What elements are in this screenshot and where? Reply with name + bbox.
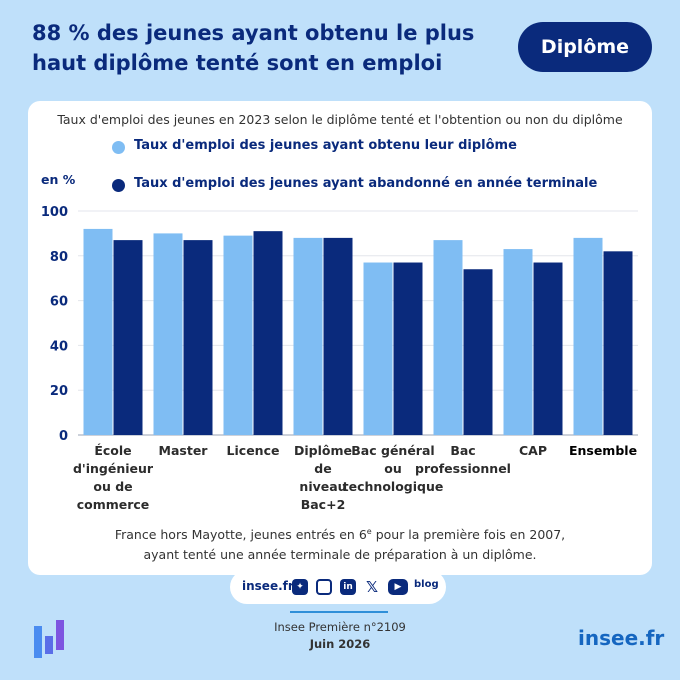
theme-tag: Diplôme xyxy=(518,22,652,72)
y-tick-label: 80 xyxy=(50,250,68,265)
social-site-link[interactable]: insee.fr xyxy=(242,579,294,593)
legend-swatch-obtained xyxy=(112,141,125,154)
bar-obtained xyxy=(293,237,323,435)
chart-title: Taux d'emploi des jeunes en 2023 selon l… xyxy=(57,112,623,127)
bar-obtained xyxy=(573,237,603,435)
chart-card: Taux d'emploi des jeunes en 2023 selon l… xyxy=(28,101,652,575)
bar-abandoned xyxy=(533,262,563,435)
legend-swatch-abandoned xyxy=(112,179,125,192)
publication-reference: Insee Première n°2109 Juin 2026 xyxy=(0,619,680,653)
bar-obtained xyxy=(363,262,393,435)
bar-abandoned xyxy=(393,262,423,435)
bar-obtained xyxy=(433,240,463,435)
instagram-icon[interactable] xyxy=(316,579,332,595)
bar-obtained xyxy=(223,235,253,435)
x-tick-label: technologique xyxy=(343,479,444,494)
insee-logo-icon xyxy=(34,620,64,658)
headline: 88 % des jeunes ayant obtenu le plus hau… xyxy=(32,21,475,75)
x-tick-label: Bac général xyxy=(351,443,434,458)
x-tick-label: niveau xyxy=(299,479,346,494)
x-tick-label: de xyxy=(314,461,331,476)
y-axis-label: en % xyxy=(41,172,76,187)
x-tick-label: École xyxy=(94,443,131,458)
x-tick-label: professionnel xyxy=(415,461,511,476)
legend-label-obtained: Taux d'emploi des jeunes ayant obtenu le… xyxy=(134,138,517,153)
x-tick-label: ou de xyxy=(93,479,132,494)
x-tick-label: CAP xyxy=(519,443,547,458)
y-tick-label: 60 xyxy=(50,295,68,310)
x-tick-label: Bac xyxy=(450,443,475,458)
blog-link[interactable]: blog xyxy=(414,579,439,590)
x-tick-label: ou xyxy=(384,461,402,476)
bar-obtained xyxy=(83,228,113,435)
note-line1: France hors Mayotte, jeunes entrés en 6e… xyxy=(114,527,566,543)
y-tick-label: 100 xyxy=(41,205,68,220)
linkedin-icon[interactable]: in xyxy=(340,579,356,595)
x-tick-label: Master xyxy=(159,443,209,458)
bar-abandoned xyxy=(183,240,213,435)
x-tick-label: d'ingénieur xyxy=(73,461,154,476)
y-tick-label: 0 xyxy=(59,429,68,444)
publication-date: Juin 2026 xyxy=(309,637,371,651)
footer-divider xyxy=(290,611,388,613)
x-tick-label: Bac+2 xyxy=(301,497,346,512)
footer-site-logo[interactable]: insee.fr xyxy=(578,626,665,650)
bar-abandoned xyxy=(113,240,143,435)
bar-obtained xyxy=(153,233,183,435)
youtube-icon[interactable]: ▶ xyxy=(388,579,408,595)
bluesky-icon[interactable]: ✦ xyxy=(292,579,308,595)
bar-chart: 0 20 40 60 80 100 École d'ingénieur ou de commerc… xyxy=(41,205,638,512)
x-tick-label: Ensemble xyxy=(569,443,637,458)
legend-label-abandoned: Taux d'emploi des jeunes ayant abandonné… xyxy=(134,176,598,191)
publication-number: Insee Première n°2109 xyxy=(274,620,406,634)
bar-abandoned xyxy=(463,269,493,435)
chart-note: France hors Mayotte, jeunes entrés en 6e… xyxy=(28,522,652,565)
bar-abandoned xyxy=(323,237,353,435)
bar-obtained xyxy=(503,249,533,435)
bar-abandoned xyxy=(253,231,283,435)
x-icon[interactable]: 𝕏 xyxy=(365,578,379,596)
x-tick-label: Licence xyxy=(227,443,280,458)
x-tick-label: Diplôme xyxy=(294,443,352,458)
y-tick-label: 40 xyxy=(50,339,68,354)
x-tick-label: commerce xyxy=(77,497,150,512)
y-tick-label: 20 xyxy=(50,384,68,399)
social-bar: insee.fr ✦ in 𝕏 ▶ blog xyxy=(230,570,446,604)
bar-abandoned xyxy=(603,251,633,435)
note-line2: ayant tenté une année terminale de prépa… xyxy=(143,547,537,563)
